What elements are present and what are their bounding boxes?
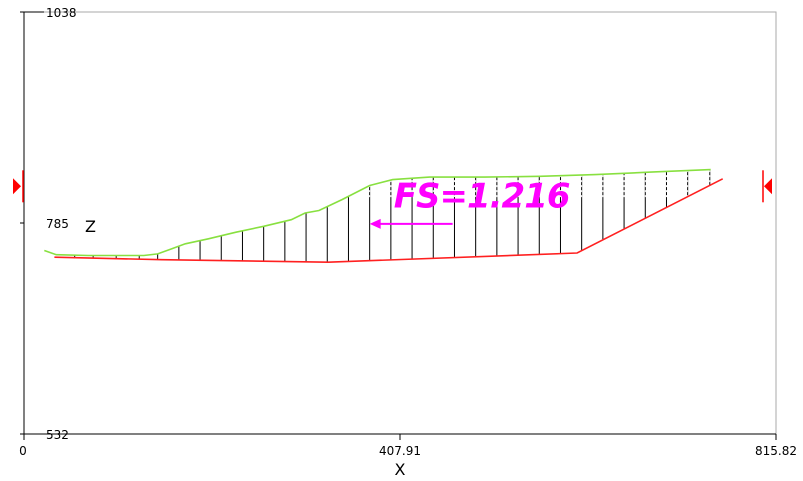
surface-lines: [44, 168, 724, 264]
force-arrow: [369, 218, 453, 229]
arrow-left-icon: [369, 218, 381, 229]
y-tick-label-top: 1038: [46, 6, 77, 20]
x-tick-label-left: 0: [19, 444, 27, 458]
triangle-right-marker-icon: [13, 178, 21, 195]
slice-lines: [74, 169, 711, 263]
left-marker: [13, 170, 24, 203]
triangle-left-marker-icon: [764, 178, 772, 195]
x-axis-title: X: [395, 460, 406, 479]
y-tick-label-bottom: 532: [46, 428, 69, 442]
right-marker: [762, 170, 772, 203]
factor-of-safety-label: FS=1.216: [394, 176, 570, 216]
y-tick-label-mid: 785: [46, 217, 69, 231]
ground-surface-line: [44, 168, 711, 257]
x-tick-label-right: 815.82: [755, 444, 797, 458]
y-axis-title: Z: [85, 217, 96, 236]
x-tick-label-mid: 407.91: [379, 444, 421, 458]
slip-surface-line: [54, 178, 724, 264]
